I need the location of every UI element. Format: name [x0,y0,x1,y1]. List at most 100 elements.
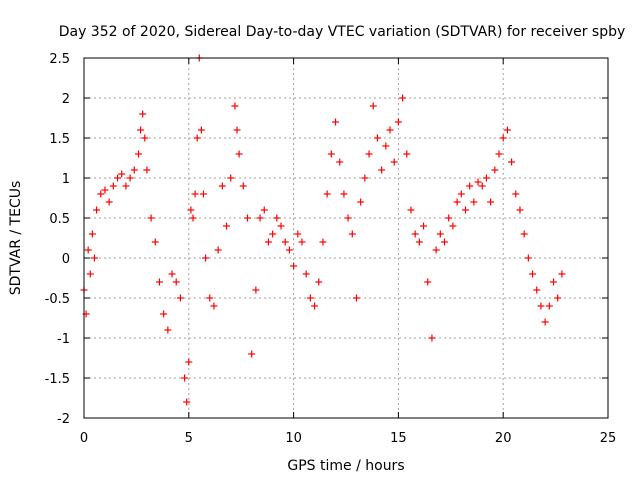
data-point [407,206,415,214]
data-point [499,134,507,142]
data-point [105,198,113,206]
data-series [80,54,566,406]
y-tick-label: -1 [57,332,70,347]
data-point [361,174,369,182]
data-point [428,334,436,342]
data-point [243,214,251,222]
data-point [466,182,474,190]
data-point [218,182,226,190]
data-point [93,206,101,214]
data-point [554,294,562,302]
data-point [541,318,549,326]
data-point [147,214,155,222]
data-point [550,278,558,286]
data-point [390,158,398,166]
data-point [336,158,344,166]
data-point [239,182,247,190]
data-point [264,238,272,246]
data-point [399,94,407,102]
data-point [183,398,191,406]
data-point [118,170,126,178]
data-point [141,134,149,142]
data-point [420,222,428,230]
data-point [378,166,386,174]
data-point [206,294,214,302]
data-point [227,174,235,182]
y-tick-label: 0 [62,252,70,267]
data-point [348,230,356,238]
y-tick-label: 1 [62,172,70,187]
data-point [457,190,465,198]
data-point [273,214,281,222]
data-point [424,278,432,286]
data-point [189,214,197,222]
data-point [193,134,201,142]
data-point [529,270,537,278]
data-point [386,126,394,134]
data-point [231,102,239,110]
data-point [545,302,553,310]
data-point [134,150,142,158]
data-point [558,270,566,278]
data-point [344,214,352,222]
data-point [524,254,532,262]
data-point [319,238,327,246]
data-point [453,198,461,206]
x-axis-label: GPS time / hours [287,458,404,474]
data-point [235,150,243,158]
x-tick-label: 5 [185,431,193,446]
data-point [210,302,218,310]
y-tick-label: 2.5 [49,52,70,67]
data-point [445,214,453,222]
grid [84,58,608,418]
data-point [495,150,503,158]
data-point [294,230,302,238]
data-point [441,238,449,246]
data-point [84,246,92,254]
data-point [281,238,289,246]
data-point [90,254,98,262]
data-point [482,174,490,182]
y-tick-label: 1.5 [49,132,70,147]
data-point [403,150,411,158]
data-point [172,278,180,286]
data-point [533,286,541,294]
data-point [122,182,130,190]
data-point [130,166,138,174]
data-point [487,198,495,206]
data-point [86,270,94,278]
chart-title: Day 352 of 2020, Sidereal Day-to-day VTE… [59,24,626,40]
data-point [491,166,499,174]
y-axis-ticks: -2 -1.5 -1 -0.5 0 0.5 1 1.5 2 2.5 [45,52,608,427]
data-point [143,166,151,174]
data-point [449,222,457,230]
data-point [512,190,520,198]
plot-frame [83,57,609,419]
x-tick-label: 0 [80,431,88,446]
x-axis-ticks: 0 5 10 15 20 25 [80,58,616,446]
data-point [233,126,241,134]
data-point [285,246,293,254]
data-point [516,206,524,214]
x-tick-label: 15 [390,431,407,446]
data-point [114,174,122,182]
y-axis-label: SDTVAR / TECUs [8,181,24,296]
data-point [373,134,381,142]
data-point [185,358,193,366]
data-point [306,294,314,302]
data-point [199,190,207,198]
y-tick-label: 2 [62,92,70,107]
data-point [139,110,147,118]
data-point [298,238,306,246]
data-point [394,118,402,126]
y-tick-label: -0.5 [45,292,70,307]
data-point [537,302,545,310]
data-point [290,262,298,270]
data-point [503,126,511,134]
data-point [126,174,134,182]
y-tick-label: 0.5 [49,212,70,227]
data-point [436,230,444,238]
data-point [164,326,172,334]
data-point [340,190,348,198]
